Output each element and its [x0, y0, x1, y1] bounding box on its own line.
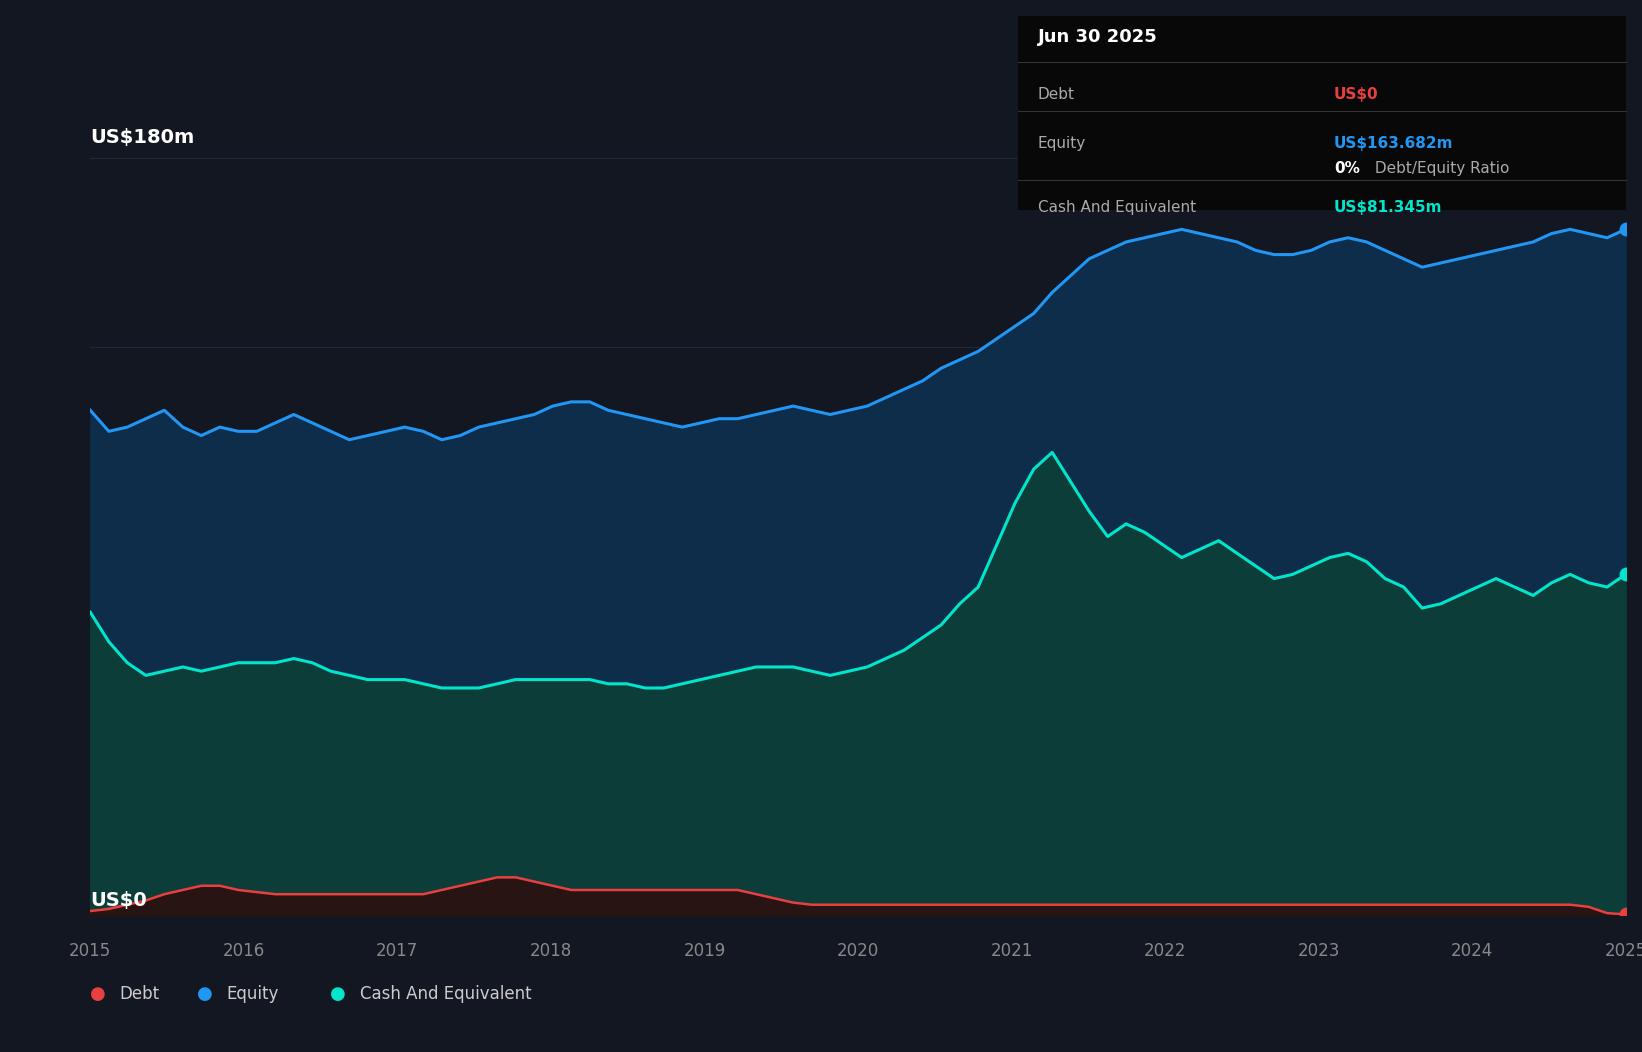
Text: 2024: 2024 — [1452, 942, 1493, 959]
Text: US$0: US$0 — [90, 891, 148, 910]
Text: 2016: 2016 — [223, 942, 264, 959]
Text: Equity: Equity — [227, 985, 279, 1004]
Text: US$163.682m: US$163.682m — [1333, 136, 1453, 151]
Text: 2019: 2019 — [683, 942, 726, 959]
Text: 2015: 2015 — [69, 942, 112, 959]
Text: 0%: 0% — [1333, 161, 1360, 176]
Text: Cash And Equivalent: Cash And Equivalent — [360, 985, 532, 1004]
Text: Debt: Debt — [1038, 86, 1076, 102]
Text: 2020: 2020 — [837, 942, 878, 959]
Text: 2021: 2021 — [990, 942, 1033, 959]
Text: 2023: 2023 — [1297, 942, 1340, 959]
Text: 2025: 2025 — [1604, 942, 1642, 959]
Text: Jun 30 2025: Jun 30 2025 — [1038, 28, 1158, 46]
Text: US$180m: US$180m — [90, 128, 194, 147]
Text: Debt: Debt — [120, 985, 159, 1004]
Text: Cash And Equivalent: Cash And Equivalent — [1038, 200, 1195, 215]
Text: US$81.345m: US$81.345m — [1333, 200, 1442, 215]
Text: ●: ● — [197, 985, 213, 1004]
Text: ●: ● — [330, 985, 346, 1004]
Text: 2018: 2018 — [530, 942, 571, 959]
Text: ●: ● — [90, 985, 107, 1004]
Text: US$0: US$0 — [1333, 86, 1379, 102]
Text: 2022: 2022 — [1144, 942, 1186, 959]
Text: 2017: 2017 — [376, 942, 419, 959]
Text: Equity: Equity — [1038, 136, 1085, 151]
Text: Debt/Equity Ratio: Debt/Equity Ratio — [1369, 161, 1509, 176]
